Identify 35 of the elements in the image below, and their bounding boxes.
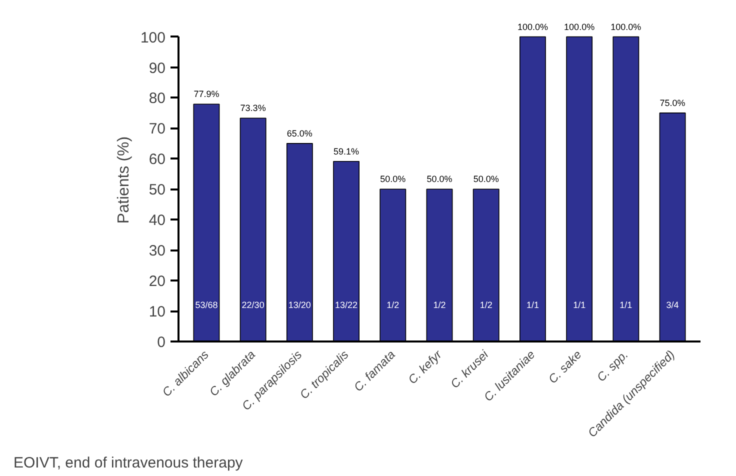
data-label: 77.9% [194, 89, 220, 100]
y-tick-label: 0 [157, 334, 166, 351]
data-label: 100.0% [610, 22, 642, 32]
y-axis-title: Patients (%) [115, 136, 132, 224]
annotation: 22/30 [242, 300, 264, 310]
annotation: 13/20 [288, 300, 311, 310]
y-tick-label: 60 [148, 151, 166, 168]
annotation: 13/22 [335, 300, 358, 310]
y-tick-label: 20 [148, 273, 166, 290]
annotation: 1/1 [620, 300, 632, 310]
annotation: 53/68 [195, 300, 218, 310]
annotation: 1/2 [480, 300, 492, 310]
y-tick-label: 80 [148, 90, 166, 108]
data-label: 100.0% [564, 22, 595, 32]
data-label: 50.0% [426, 174, 452, 184]
data-label: 75.0% [660, 98, 686, 108]
y-tick-label: 70 [148, 120, 166, 138]
annotation: 1/2 [386, 300, 400, 310]
annotation: 3/4 [666, 300, 679, 310]
y-tick-label: 30 [148, 242, 166, 260]
y-tick-label: 10 [148, 304, 166, 321]
data-label: 50.0% [380, 174, 406, 184]
text: EOIVT, end of intravenous therapy [14, 454, 244, 472]
data-label: 73.3% [240, 103, 266, 114]
y-tick-label: 40 [148, 212, 166, 230]
y-tick-label: 50 [148, 182, 166, 199]
y-tick-label: 90 [148, 60, 166, 77]
data-label: 50.0% [473, 174, 499, 184]
data-label: 100.0% [517, 22, 548, 32]
data-label: 65.0% [286, 128, 312, 138]
annotation: 1/1 [526, 300, 539, 310]
y-tick-label: 100 [140, 29, 166, 46]
annotation: 1/2 [433, 300, 446, 310]
data-label: 59.1% [334, 146, 360, 156]
annotation: 1/1 [573, 300, 586, 310]
